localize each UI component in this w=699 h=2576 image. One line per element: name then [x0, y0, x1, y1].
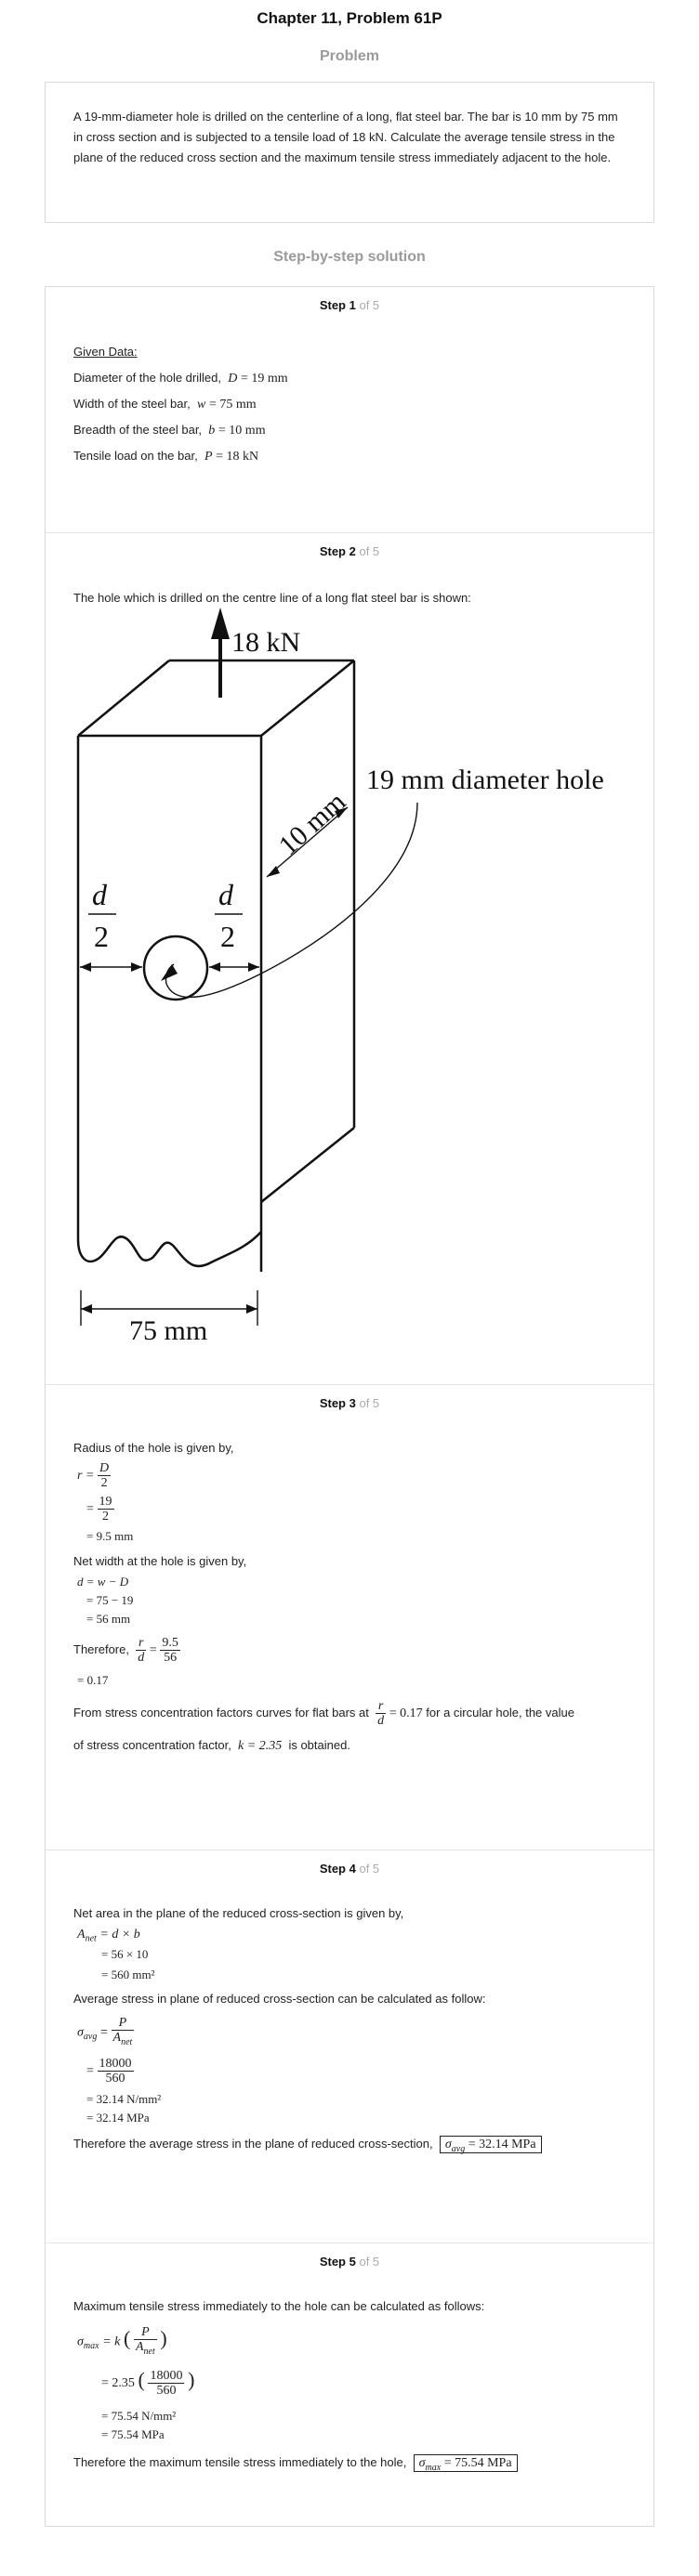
given-item: Breadth of the steel bar, b = 10 mm: [73, 423, 266, 438]
given-data-title: Given Data:: [73, 345, 138, 359]
radius-line-2: = 19 2: [86, 1495, 114, 1523]
step-label: Step 4 of 5: [319, 1862, 380, 1876]
width-label: 75 mm: [129, 1315, 207, 1341]
problem-heading: Problem: [319, 48, 379, 64]
step-4-text: Average stress in plane of reduced cross…: [73, 1992, 486, 2006]
given-item: Tensile load on the bar, P = 18 kN: [73, 449, 259, 464]
step-5: Step 5 of 5 Maximum tensile stress immed…: [46, 2243, 653, 2526]
step-4-text: Net area in the plane of the reduced cro…: [73, 1906, 404, 1920]
ratio-result: = 0.17: [77, 1673, 109, 1687]
max-stress-line: = 2.35 ( 18000 560 ): [101, 2368, 195, 2399]
net-area-line: = 560 mm²: [101, 1968, 155, 1981]
step-label: Step 3 of 5: [319, 1396, 380, 1410]
solution-heading: Step-by-step solution: [273, 249, 426, 265]
max-stress-line: σmax = k ( P Anet ): [77, 2325, 167, 2357]
kt-line: From stress concentration factors curves…: [73, 1699, 574, 1728]
avg-stress-line: = 32.14 MPa: [86, 2111, 150, 2125]
step-3-text: Net width at the hole is given by,: [73, 1554, 247, 1568]
max-stress-answer: Therefore the maximum tensile stress imm…: [73, 2454, 518, 2473]
hole-label: 19 mm diameter hole: [366, 765, 604, 795]
two-left: 2: [94, 920, 109, 953]
problem-text: A 19-mm-diameter hole is drilled on the …: [73, 110, 618, 164]
given-item: Width of the steel bar, w = 75 mm: [73, 397, 257, 412]
chapter-title: Chapter 11, Problem 61P: [257, 9, 442, 27]
step-4: Step 4 of 5 Net area in the plane of the…: [46, 1850, 653, 2243]
avg-stress-line: = 18000 560: [86, 2057, 134, 2086]
step-label: Step 1 of 5: [319, 298, 380, 312]
radius-result: = 9.5 mm: [86, 1529, 134, 1543]
d-left: d: [92, 878, 108, 911]
step-5-text: Maximum tensile stress immediately to th…: [73, 2299, 485, 2313]
step-2-text: The hole which is drilled on the centre …: [73, 591, 471, 605]
net-area-line: = 56 × 10: [101, 1947, 149, 1961]
avg-stress-line: σavg = P Anet: [77, 2016, 135, 2047]
steps-card: Step 1 of 5 Given Data: Diameter of the …: [45, 286, 654, 2527]
bar-diagram: 18 kN 10 mm 19 mm diameter hole d 2 d: [76, 608, 604, 1341]
step-label: Step 2 of 5: [319, 544, 380, 558]
max-stress-line: = 75.54 N/mm²: [101, 2409, 177, 2423]
net-width-line: = 75 − 19: [86, 1593, 134, 1607]
load-label: 18 kN: [231, 627, 300, 658]
answer-box: σavg = 32.14 MPa: [439, 2136, 542, 2154]
avg-stress-line: = 32.14 N/mm²: [86, 2092, 162, 2106]
step-label: Step 5 of 5: [319, 2255, 380, 2269]
net-width-line: d = w − D: [77, 1575, 129, 1589]
step-2: Step 2 of 5 The hole which is drilled on…: [46, 532, 653, 1384]
problem-card: A 19-mm-diameter hole is drilled on the …: [45, 82, 654, 223]
avg-stress-answer: Therefore the average stress in the plan…: [73, 2136, 542, 2154]
step-3: Step 3 of 5 Radius of the hole is given …: [46, 1384, 653, 1850]
thickness-label: 10 mm: [273, 786, 352, 861]
given-item: Diameter of the hole drilled, D = 19 mm: [73, 371, 288, 386]
net-width-line: = 56 mm: [86, 1612, 131, 1626]
kt-line: of stress concentration factor, k = 2.35…: [73, 1738, 350, 1753]
answer-box: σmax = 75.54 MPa: [413, 2454, 518, 2473]
d-right: d: [218, 878, 234, 911]
two-right: 2: [220, 920, 235, 953]
net-area-line: Anet = d × b: [77, 1928, 140, 1944]
step-3-text: Radius of the hole is given by,: [73, 1441, 234, 1455]
max-stress-line: = 75.54 MPa: [101, 2427, 165, 2441]
step-1: Step 1 of 5 Given Data: Diameter of the …: [46, 287, 653, 532]
